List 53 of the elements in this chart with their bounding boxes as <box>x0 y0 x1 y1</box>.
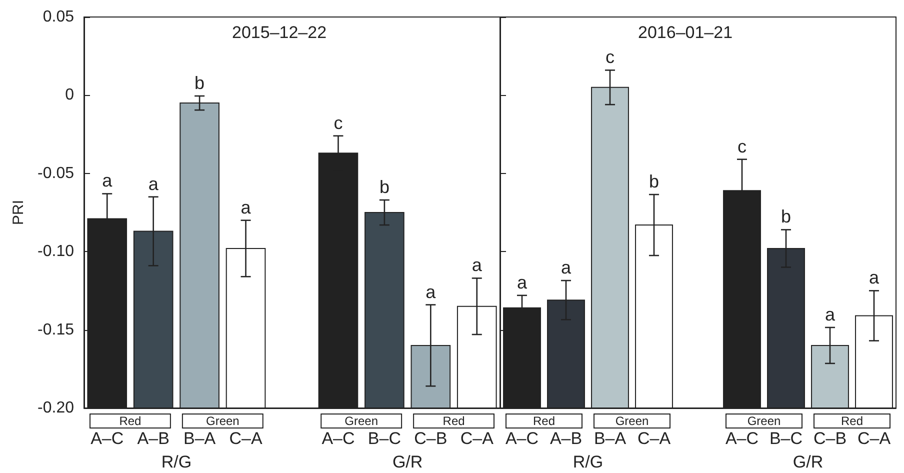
y-tick-label: 0.05 <box>42 8 74 26</box>
data-label: a <box>148 174 160 194</box>
x-tick-label: A–C <box>505 429 539 448</box>
data-label: a <box>824 304 836 324</box>
data-label: b <box>379 176 390 197</box>
data-label: a <box>516 272 528 292</box>
y-tick-label: -0.15 <box>38 321 74 338</box>
text: Green <box>615 414 649 428</box>
text: Red <box>442 414 465 428</box>
x-tick-label: A–C <box>90 429 124 448</box>
data-label: b <box>194 72 205 93</box>
data-label: a <box>240 197 252 218</box>
data-label: a <box>560 258 572 278</box>
x-tick-label: C–A <box>229 429 263 448</box>
x-tick-label: C–A <box>637 429 672 448</box>
data-label: c <box>334 112 343 133</box>
x-tick-label: C–B <box>813 429 847 448</box>
text: Green <box>206 414 240 428</box>
x-tick-label: B–C <box>769 429 803 448</box>
x-tick-label: A–B <box>550 429 582 448</box>
x-tick-label: A–B <box>137 429 170 448</box>
y-tick-label: -0.05 <box>38 164 74 182</box>
text: G/R <box>792 452 824 472</box>
x-tick-label: C–A <box>857 429 892 448</box>
text: Green <box>747 414 781 428</box>
x-tick-label: B–A <box>183 429 216 448</box>
text: R/G <box>161 452 192 472</box>
data-label: b <box>648 172 660 192</box>
data-label: a <box>426 282 437 302</box>
chart-title: 2015–12–22 <box>232 23 327 42</box>
x-tick-label: B–A <box>594 429 627 448</box>
text: G/R <box>392 452 423 472</box>
data-label: b <box>780 206 792 227</box>
x-tick-label: C–A <box>460 429 494 448</box>
chart-title: 2016–01–21 <box>638 23 733 42</box>
x-tick-label: C–B <box>414 429 448 448</box>
y-tick-label: -0.20 <box>38 400 74 416</box>
data-label: c <box>606 47 614 68</box>
text: R/G <box>572 452 604 472</box>
x-tick-label: A–C <box>322 429 355 448</box>
y-axis-title: PRI <box>10 200 27 226</box>
data-label: a <box>868 268 880 288</box>
y-tick-label: -0.10 <box>38 243 74 260</box>
text: Red <box>840 414 864 428</box>
text: Green <box>344 414 378 428</box>
data-label: a <box>472 255 483 276</box>
x-tick-label: A–C <box>725 429 759 448</box>
text: Red <box>532 414 556 428</box>
data-label: a <box>102 170 114 191</box>
text: Red <box>119 414 142 428</box>
data-label: c <box>738 136 746 156</box>
x-tick-label: B–C <box>368 429 401 448</box>
y-tick-label: 0 <box>65 86 74 104</box>
